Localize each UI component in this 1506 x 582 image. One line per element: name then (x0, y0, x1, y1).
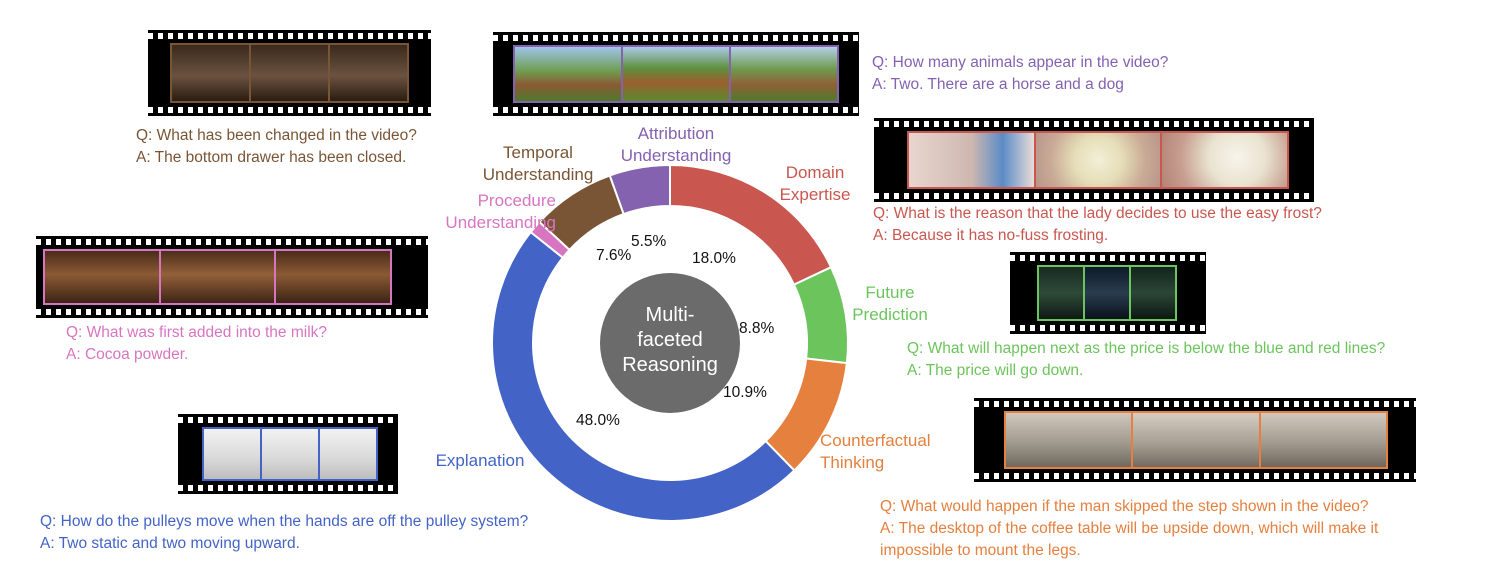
center-label: Multi- faceted Reasoning (600, 303, 740, 378)
video-frame (1162, 133, 1288, 187)
category-label-future-line-1: Future (865, 283, 915, 302)
qa-procedure: Q: What was first added into the milk? A… (66, 322, 327, 366)
question-future: Q: What will happen next as the price is… (907, 340, 1386, 357)
category-label-counterfactual-line-2: Thinking (820, 453, 885, 472)
category-label-temporal-line-2: Understanding (482, 165, 594, 184)
filmstrip-domain (874, 118, 1314, 202)
video-frame (204, 429, 262, 479)
question-attribution: Q: How many animals appear in the video? (872, 54, 1169, 71)
category-label-procedure-line-1: Procedure (477, 191, 556, 210)
donut-slice-6 (538, 174, 625, 252)
video-frame (1035, 133, 1163, 187)
video-frame (1085, 267, 1131, 319)
center-label-line-3: Reasoning (622, 354, 718, 376)
category-label-domain: Domain Expertise (750, 162, 880, 206)
qa-attribution: Q: How many animals appear in the video?… (872, 52, 1168, 96)
category-label-attribution: Attribution Understanding (606, 123, 746, 167)
category-label-future: Future Prediction (835, 282, 945, 326)
category-label-attribution-line-2: Understanding (620, 146, 732, 165)
pct-label-attribution: 5.5% (631, 233, 667, 250)
answer-future: A: The price will go down. (907, 362, 1084, 379)
qa-future: Q: What will happen next as the price is… (907, 338, 1385, 382)
video-frame (320, 429, 376, 479)
answer-counterfactual-line-2: impossible to mount the legs. (880, 542, 1081, 559)
category-label-procedure: Procedure Understanding (396, 190, 556, 234)
category-label-counterfactual: Counterfactual Thinking (820, 430, 960, 474)
video-frame (1006, 413, 1134, 467)
video-frame (330, 45, 407, 101)
video-frame (1260, 413, 1386, 467)
video-frame (45, 251, 161, 303)
video-frame (1131, 267, 1175, 319)
category-label-domain-line-1: Domain (785, 163, 845, 182)
video-frame (909, 133, 1036, 187)
filmstrip-procedure (36, 236, 428, 318)
pct-label-domain: 18.0% (692, 250, 736, 267)
video-frame (160, 251, 277, 303)
center-circle (600, 273, 740, 413)
video-frame (251, 45, 330, 101)
category-label-temporal-line-1: Temporal (503, 143, 573, 162)
pct-label-explanation: 48.0% (576, 412, 620, 429)
answer-attribution: A: Two. There are a horse and a dog (872, 76, 1124, 93)
video-frame (1133, 413, 1261, 467)
question-explanation: Q: How do the pulleys move when the hand… (40, 513, 529, 530)
center-label-line-2: faceted (637, 329, 703, 351)
category-label-temporal: Temporal Understanding (468, 142, 608, 186)
donut-slice-4 (491, 230, 796, 522)
category-label-attribution-line-1: Attribution (637, 124, 715, 143)
pct-label-counterfactual: 10.9% (723, 384, 767, 401)
qa-domain: Q: What is the reason that the lady deci… (873, 203, 1322, 247)
video-frame (172, 45, 251, 101)
pct-label-future: 8.8% (739, 320, 775, 337)
category-label-future-line-2: Prediction (852, 305, 928, 324)
qa-temporal: Q: What has been changed in the video? A… (136, 125, 417, 169)
question-procedure: Q: What was first added into the milk? (66, 324, 328, 341)
filmstrip-explanation (178, 414, 398, 494)
pct-label-temporal: 7.6% (596, 247, 632, 264)
filmstrip-future (1010, 252, 1206, 334)
category-label-explanation: Explanation (420, 450, 540, 472)
category-label-procedure-line-2: Understanding (445, 213, 556, 232)
question-temporal: Q: What has been changed in the video? (136, 127, 417, 144)
category-label-counterfactual-line-1: Counterfactual (820, 431, 931, 450)
filmstrip-attribution (493, 32, 859, 116)
filmstrip-temporal (148, 30, 431, 116)
question-domain: Q: What is the reason that the lady deci… (873, 205, 1322, 222)
answer-explanation: A: Two static and two moving upward. (40, 535, 300, 552)
answer-domain: A: Because it has no-fuss frosting. (873, 227, 1109, 244)
video-frame (276, 251, 391, 303)
filmstrip-counterfactual (974, 398, 1416, 482)
center-label-line-1: Multi- (645, 304, 695, 326)
qa-explanation: Q: How do the pulleys move when the hand… (40, 511, 528, 555)
question-counterfactual: Q: What would happen if the man skipped … (880, 498, 1369, 515)
answer-counterfactual-line-1: A: The desktop of the coffee table will … (880, 520, 1379, 537)
video-frame (731, 47, 837, 101)
qa-counterfactual: Q: What would happen if the man skipped … (880, 496, 1378, 562)
category-label-explanation-line-1: Explanation (435, 451, 525, 470)
video-frame (262, 429, 320, 479)
video-frame (515, 47, 623, 101)
answer-temporal: A: The bottom drawer has been closed. (136, 149, 407, 166)
category-label-domain-line-2: Expertise (779, 185, 851, 204)
answer-procedure: A: Cocoa powder. (66, 346, 189, 363)
video-frame (1039, 267, 1085, 319)
video-frame (623, 47, 731, 101)
